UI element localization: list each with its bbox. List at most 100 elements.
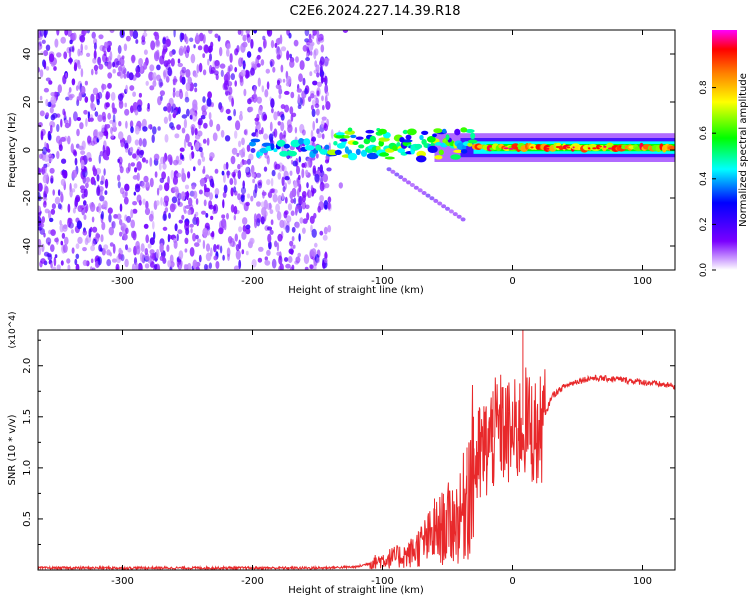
noise-speckle [56, 150, 60, 160]
noise-speckle [69, 57, 72, 65]
noise-speckle [176, 124, 182, 130]
noise-speckle [136, 161, 142, 171]
y-tick-label: -40 [22, 238, 33, 254]
noise-speckle [285, 81, 291, 87]
noise-speckle [156, 64, 161, 71]
noise-speckle [78, 64, 82, 70]
noise-speckle [54, 254, 58, 259]
noise-speckle [75, 253, 80, 259]
noise-speckle [183, 264, 188, 270]
noise-speckle [92, 226, 98, 233]
noise-speckle [48, 80, 53, 85]
noise-speckle [287, 124, 293, 134]
noise-speckle [142, 126, 148, 132]
carrier-core [572, 146, 575, 149]
noise-speckle [245, 224, 251, 230]
snr-xlabel: Height of straight line (km) [288, 585, 424, 596]
noise-speckle [152, 80, 157, 87]
noise-speckle [97, 114, 103, 122]
noise-speckle [324, 251, 328, 260]
noise-speckle [79, 122, 84, 130]
noise-speckle [268, 133, 274, 142]
noise-speckle [83, 188, 88, 198]
noise-speckle [312, 167, 316, 177]
noise-speckle [214, 60, 220, 69]
noise-speckle [241, 147, 246, 156]
streak-blob [406, 180, 411, 185]
noise-speckle [238, 140, 242, 148]
noise-speckle [198, 62, 203, 73]
streak-blob [441, 204, 447, 209]
noise-speckle [254, 183, 258, 194]
noise-speckle [201, 210, 206, 215]
noise-speckle [118, 252, 122, 260]
carrier-core [488, 145, 492, 148]
noise-speckle [123, 196, 129, 205]
noise-speckle [84, 80, 88, 86]
noise-speckle [162, 47, 167, 55]
noise-speckle [107, 82, 112, 89]
noise-speckle [152, 126, 157, 135]
noise-speckle [202, 239, 206, 250]
noise-speckle [309, 264, 314, 270]
noise-speckle [327, 202, 331, 210]
noise-speckle [241, 249, 245, 255]
noise-speckle [75, 85, 79, 91]
noise-speckle [79, 185, 86, 191]
noise-speckle [324, 84, 329, 94]
scatter-blob [450, 154, 461, 160]
noise-speckle [181, 154, 184, 160]
noise-speckle [299, 217, 304, 224]
noise-speckle [227, 115, 232, 121]
noise-speckle [162, 226, 168, 231]
noise-speckle [312, 263, 317, 270]
noise-speckle [177, 106, 181, 115]
noise-speckle [315, 108, 320, 116]
streak-blob [425, 193, 431, 198]
noise-speckle [94, 111, 99, 117]
noise-speckle [74, 258, 78, 266]
noise-speckle [181, 167, 185, 177]
noise-speckle [246, 32, 250, 38]
noise-speckle [142, 32, 148, 38]
noise-speckle [285, 215, 292, 223]
noise-speckle [226, 170, 230, 179]
noise-speckle [168, 234, 172, 240]
carrier-blob [319, 149, 329, 155]
noise-speckle [275, 46, 281, 56]
noise-speckle [232, 173, 236, 178]
noise-speckle [315, 153, 319, 159]
noise-speckle [290, 198, 295, 204]
scatter-blob [460, 149, 468, 154]
carrier-blob [379, 152, 390, 157]
carrier-core [597, 145, 602, 148]
noise-speckle [310, 184, 314, 191]
noise-speckle [133, 191, 136, 196]
noise-speckle [101, 111, 106, 120]
noise-speckle [315, 64, 320, 73]
noise-speckle [143, 49, 148, 55]
x-tick-label: -300 [111, 576, 134, 587]
noise-speckle [185, 133, 190, 143]
noise-speckle [194, 141, 200, 151]
noise-speckle [271, 258, 277, 269]
noise-speckle [185, 227, 190, 236]
noise-speckle [281, 176, 285, 187]
noise-speckle [164, 134, 169, 143]
noise-speckle [138, 150, 144, 159]
noise-speckle [80, 68, 84, 78]
carrier-blob [360, 149, 368, 157]
noise-speckle [130, 209, 134, 219]
noise-speckle [193, 213, 197, 222]
noise-speckle [159, 90, 165, 96]
noise-speckle [304, 88, 308, 95]
noise-speckle [338, 182, 343, 189]
noise-speckle [50, 244, 55, 253]
noise-speckle [319, 181, 325, 192]
noise-speckle [209, 178, 214, 188]
noise-speckle [147, 243, 152, 249]
noise-speckle [192, 259, 198, 270]
noise-speckle [289, 60, 295, 68]
noise-speckle [321, 116, 327, 121]
noise-speckle [97, 131, 103, 140]
